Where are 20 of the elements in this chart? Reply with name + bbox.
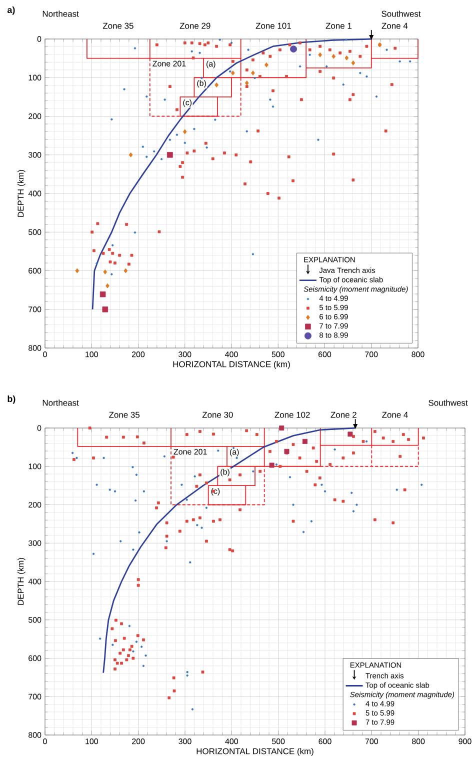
text: Zone 1 [326,22,352,29]
text: Zone 29 [180,22,210,29]
text: Zone 35 [102,22,134,29]
text: Northeast [42,10,79,17]
text: Zone 30 [202,412,233,418]
text: Zone 4 [382,412,408,418]
text: Zone 2 [330,412,356,418]
text: Zone 35 [109,412,140,418]
chart-title: a) [7,6,15,15]
y-axis-title: DEPTH (km) [17,558,26,605]
text: Zone 101 [256,22,291,29]
text: Southwest [428,400,468,406]
text: Zone 102 [274,412,310,418]
x-axis-title: HORIZONTAL DISTANCE (km) [196,748,314,756]
x-axis-title: HORIZONTAL DISTANCE (km) [173,361,290,369]
text: Zone 4 [382,22,408,29]
y-axis-title: DEPTH (km) [17,170,26,217]
text: Northeast [42,400,79,406]
text: Southwest [382,10,421,17]
chart-title: b) [8,395,16,404]
